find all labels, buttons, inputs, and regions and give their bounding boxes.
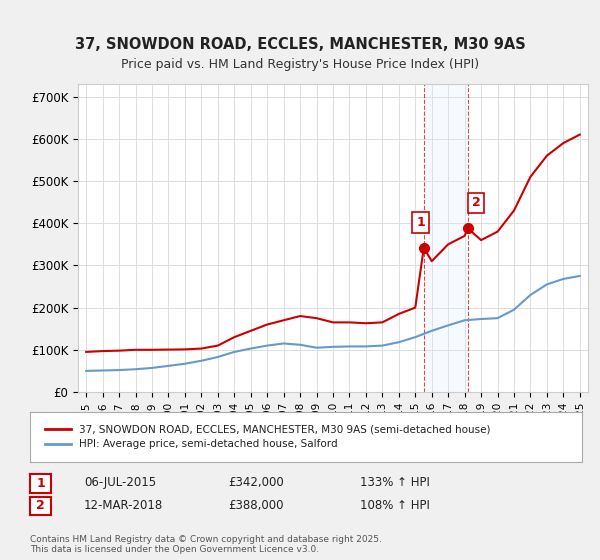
Text: 1: 1 bbox=[416, 216, 425, 229]
Text: 133% ↑ HPI: 133% ↑ HPI bbox=[360, 476, 430, 489]
Text: £342,000: £342,000 bbox=[228, 476, 284, 489]
Text: 12-MAR-2018: 12-MAR-2018 bbox=[84, 498, 163, 512]
Text: Price paid vs. HM Land Registry's House Price Index (HPI): Price paid vs. HM Land Registry's House … bbox=[121, 58, 479, 71]
Text: 06-JUL-2015: 06-JUL-2015 bbox=[84, 476, 156, 489]
Bar bbox=[424, 84, 468, 392]
Text: 1: 1 bbox=[36, 477, 45, 490]
Text: £388,000: £388,000 bbox=[228, 498, 284, 512]
Text: Contains HM Land Registry data © Crown copyright and database right 2025.
This d: Contains HM Land Registry data © Crown c… bbox=[30, 535, 382, 554]
Text: 2: 2 bbox=[36, 500, 45, 512]
Text: 108% ↑ HPI: 108% ↑ HPI bbox=[360, 498, 430, 512]
Text: 37, SNOWDON ROAD, ECCLES, MANCHESTER, M30 9AS: 37, SNOWDON ROAD, ECCLES, MANCHESTER, M3… bbox=[74, 38, 526, 52]
Legend: 37, SNOWDON ROAD, ECCLES, MANCHESTER, M30 9AS (semi-detached house), HPI: Averag: 37, SNOWDON ROAD, ECCLES, MANCHESTER, M3… bbox=[41, 420, 495, 454]
Text: 2: 2 bbox=[472, 197, 481, 209]
